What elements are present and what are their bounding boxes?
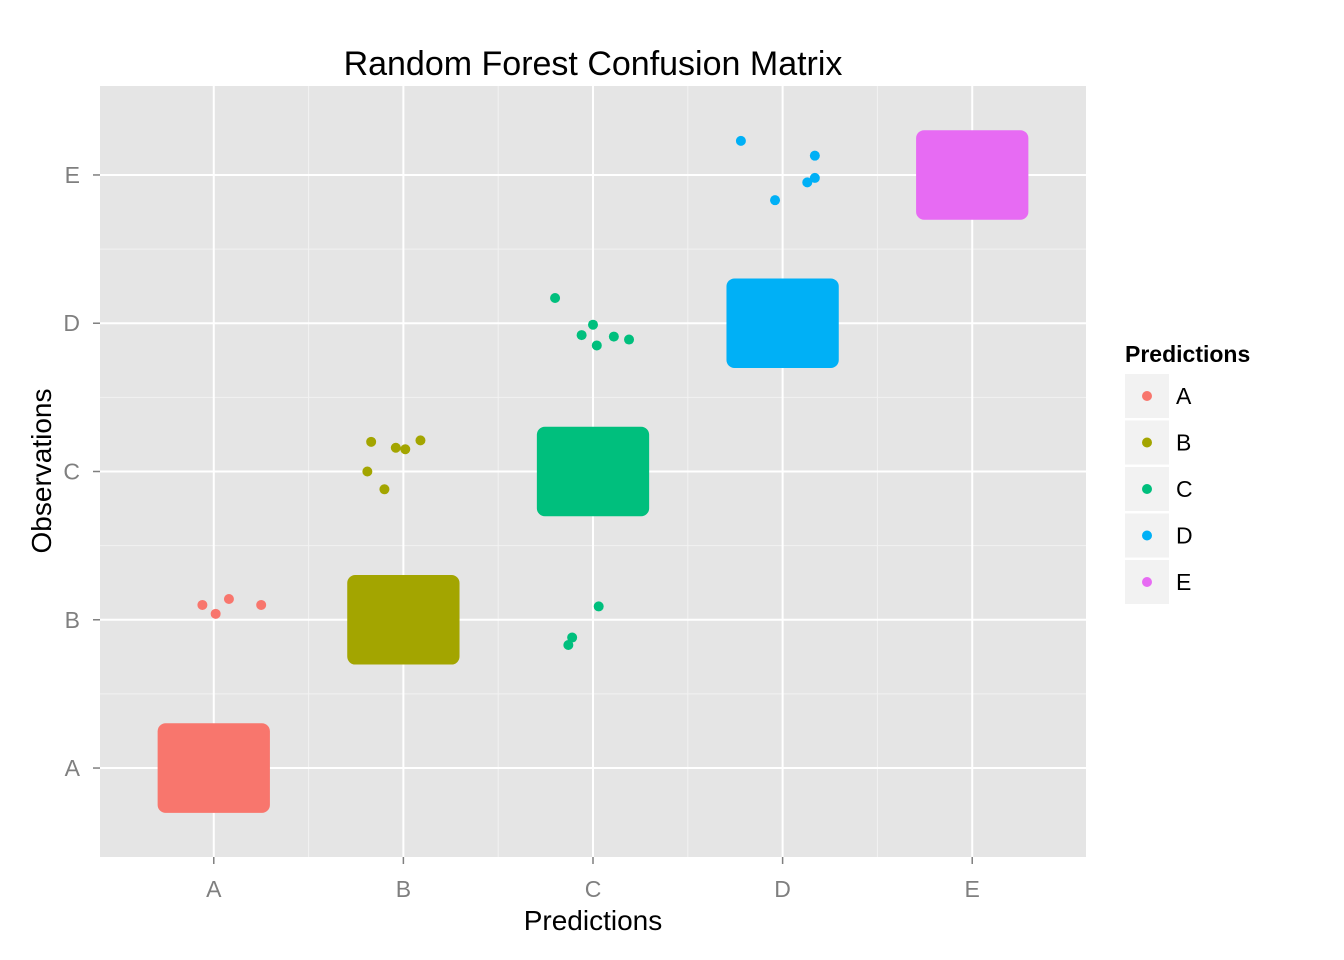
- x-tick-label: E: [965, 876, 980, 902]
- data-point: [256, 599, 267, 610]
- scatter-points: [197, 135, 820, 650]
- x-tick-label: B: [396, 876, 411, 902]
- data-point: [608, 331, 619, 342]
- data-point: [366, 436, 377, 447]
- legend-label: E: [1176, 569, 1191, 595]
- data-point: [197, 599, 208, 610]
- data-point: [362, 466, 373, 477]
- y-tick-label: D: [63, 310, 80, 336]
- data-point: [223, 594, 234, 605]
- legend-label: C: [1176, 476, 1193, 502]
- data-point: [624, 334, 635, 345]
- data-point: [210, 608, 221, 619]
- y-axis-ticks: A B C D E: [63, 162, 100, 781]
- y-tick-label: B: [65, 607, 80, 633]
- data-point: [415, 435, 426, 446]
- cluster-e-e: [916, 130, 1029, 220]
- legend-dot: [1142, 391, 1152, 401]
- data-point: [588, 319, 598, 330]
- x-tick-label: A: [206, 876, 222, 902]
- legend-dot: [1142, 530, 1152, 541]
- data-point: [735, 135, 746, 146]
- data-point: [809, 150, 820, 161]
- data-point: [809, 172, 820, 183]
- x-tick-label: D: [774, 876, 791, 902]
- y-tick-label: C: [63, 459, 80, 485]
- legend-dot: [1142, 437, 1152, 448]
- y-tick-label: E: [65, 162, 80, 188]
- cluster-c-c: [536, 426, 650, 517]
- dense-clusters: [157, 130, 1029, 813]
- legend-title: Predictions: [1125, 341, 1250, 367]
- data-point: [802, 177, 813, 188]
- data-point: [390, 442, 401, 453]
- x-tick-label: C: [585, 876, 602, 902]
- x-axis-title: Predictions: [524, 905, 663, 936]
- legend-dot: [1142, 484, 1152, 494]
- data-point: [593, 601, 604, 612]
- data-point: [563, 639, 574, 650]
- y-tick-label: A: [65, 755, 81, 781]
- cluster-b-b: [347, 574, 460, 665]
- data-point: [591, 340, 602, 351]
- cluster-a-a: [157, 723, 270, 813]
- cluster-d-d: [726, 278, 839, 369]
- y-axis-title: Observations: [26, 389, 57, 554]
- x-axis-ticks: A B C D E: [206, 857, 980, 902]
- data-point: [567, 632, 578, 643]
- legend-dot: [1142, 577, 1152, 587]
- legend-label: B: [1176, 430, 1191, 456]
- data-point: [770, 195, 781, 206]
- data-point: [379, 484, 390, 495]
- data-point: [576, 330, 587, 341]
- legend-label: D: [1176, 523, 1193, 549]
- chart-title: Random Forest Confusion Matrix: [344, 45, 843, 83]
- data-point: [550, 293, 561, 304]
- legend-label: A: [1176, 383, 1192, 409]
- data-point: [400, 444, 411, 455]
